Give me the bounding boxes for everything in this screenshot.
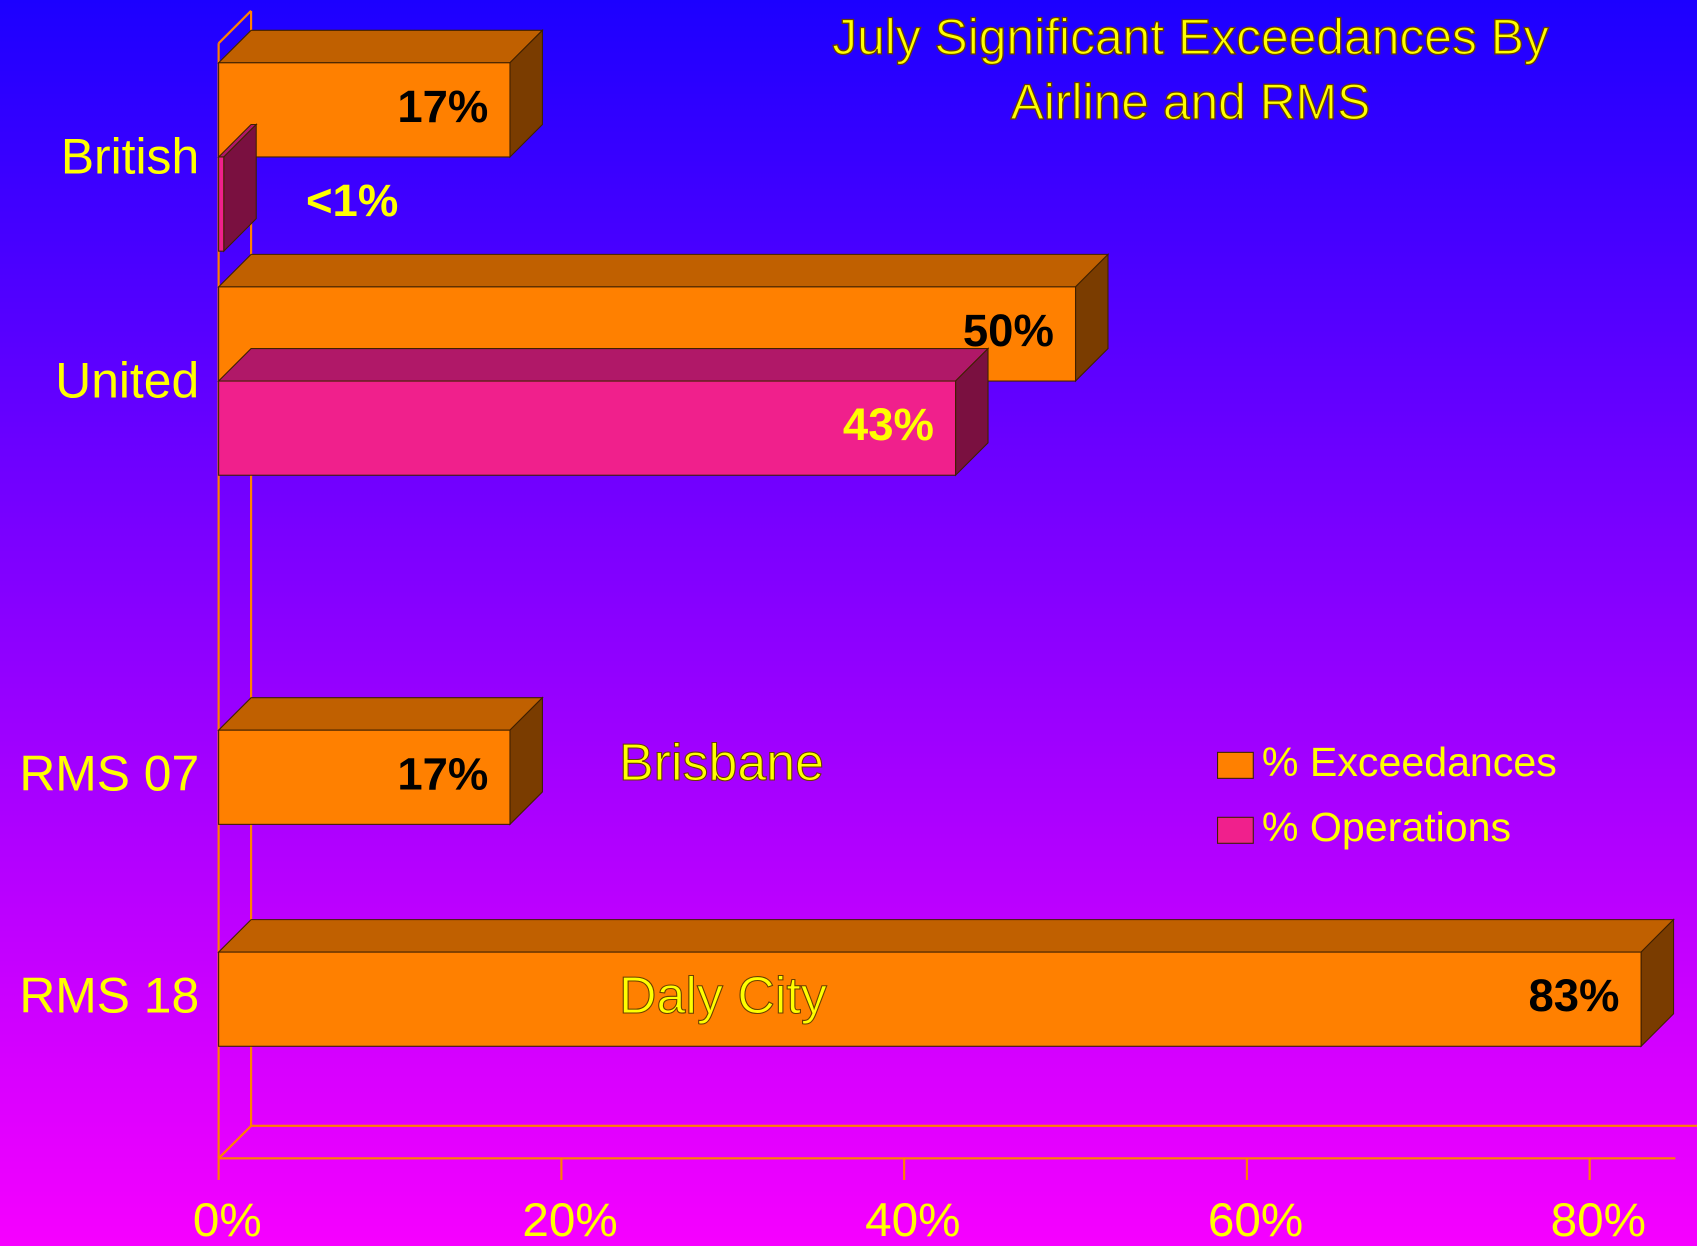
x-tick-label: 80% [1551, 1194, 1646, 1246]
annotation: Brisbane [619, 734, 824, 792]
bar-group [217, 29, 544, 159]
data-label: 43% [843, 399, 934, 450]
legend-swatch [1217, 751, 1254, 779]
data-label: <1% [306, 175, 398, 226]
legend-label: % Operations [1262, 804, 1511, 850]
bar-group [217, 696, 544, 826]
x-tick-label: 0% [193, 1194, 262, 1246]
bar [218, 156, 225, 252]
category-label: British [61, 128, 199, 184]
x-tick-label: 20% [522, 1194, 617, 1246]
category-label: RMS 07 [19, 745, 199, 801]
category-label: United [55, 352, 199, 408]
bar-top [217, 253, 1110, 288]
annotation: Daly City [619, 967, 827, 1025]
bar-group [217, 123, 258, 253]
data-label: 17% [397, 81, 488, 132]
bar-top [217, 919, 1675, 953]
legend-swatch [1217, 816, 1254, 844]
bar-group [217, 347, 990, 477]
bar-top [217, 348, 990, 382]
x-tick-label: 60% [1208, 1194, 1303, 1246]
axis-corner [217, 10, 252, 45]
bar-group [217, 918, 1675, 1048]
category-label: RMS 18 [19, 967, 199, 1023]
legend-label: % Exceedances [1262, 739, 1557, 785]
bar-top [217, 29, 544, 64]
chart-title: July Significant Exceedances By Airline a… [832, 9, 1549, 130]
data-label: 17% [397, 748, 488, 799]
bar [218, 729, 511, 825]
bar [218, 951, 1642, 1047]
x-tick-label: 40% [865, 1194, 960, 1246]
data-label: 50% [963, 305, 1054, 356]
data-label: 83% [1528, 970, 1619, 1021]
bar-top [217, 697, 544, 731]
bar [218, 380, 957, 476]
bar [218, 62, 511, 158]
floor-corner [217, 1125, 252, 1160]
